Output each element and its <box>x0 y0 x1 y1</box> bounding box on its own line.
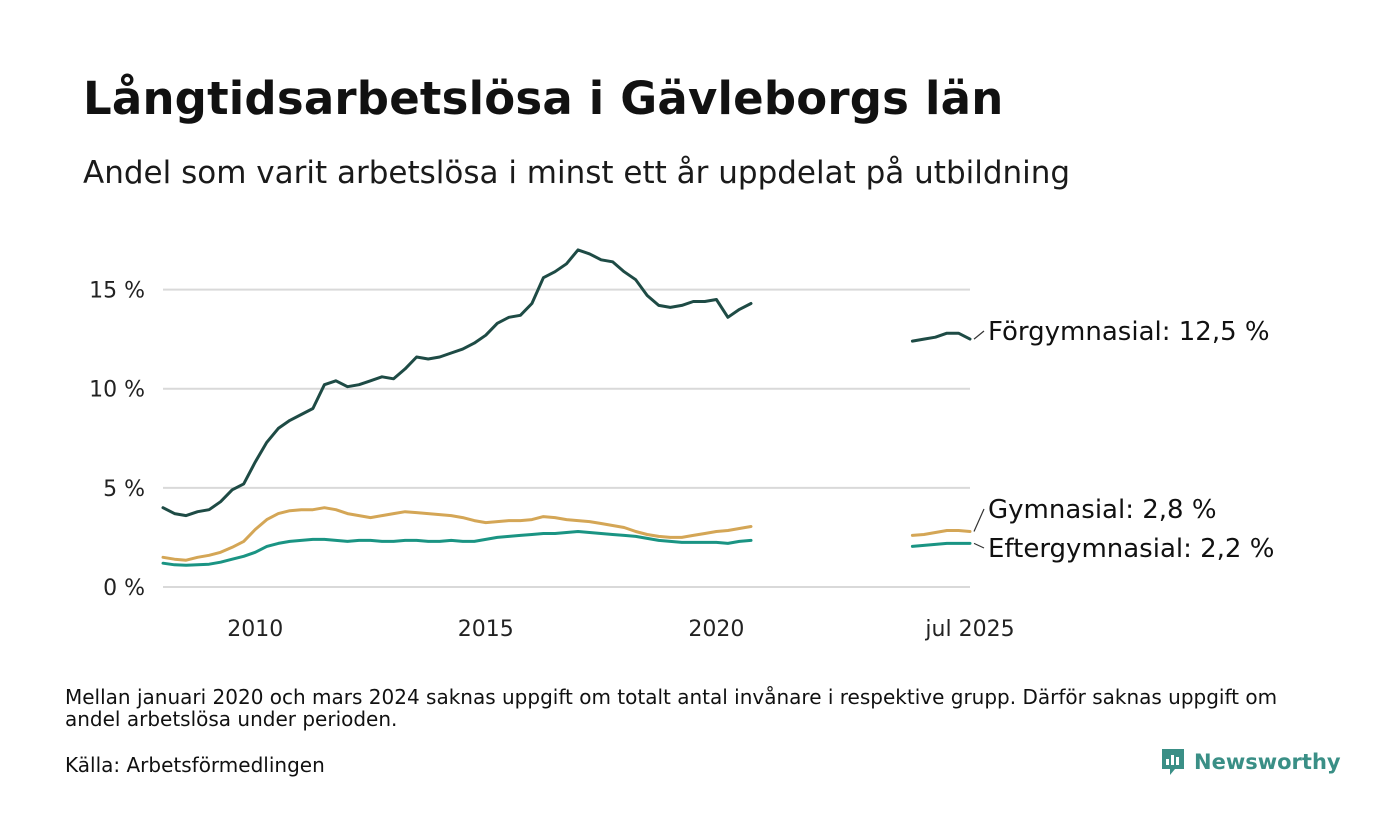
source-text: Källa: Arbetsförmedlingen <box>65 753 325 777</box>
series-line-forgymnasial <box>910 331 972 343</box>
series-line-gymnasial <box>161 506 753 562</box>
x-tick-label: 2010 <box>227 617 283 642</box>
x-axis-ticks: 2010 2015 2020 jul 2025 <box>227 617 1014 642</box>
newsworthy-icon <box>1162 749 1184 775</box>
x-tick-label: 2020 <box>688 617 744 642</box>
line-chart: 0 % 5 % 10 % 15 % 2010 2015 2020 jul 2025 Förg… <box>89 248 1274 642</box>
series-lines <box>161 248 972 567</box>
chart-title: Långtidsarbetslösa i Gävleborgs län <box>83 72 1004 125</box>
series-label-forgymnasial: Förgymnasial: 12,5 % <box>988 317 1270 347</box>
label-connector <box>973 508 985 532</box>
y-axis-ticks: 0 % 5 % 10 % 15 % <box>89 279 145 601</box>
series-line-forgymnasial <box>161 248 753 518</box>
label-connector <box>973 542 985 549</box>
newsworthy-logo[interactable]: Newsworthy <box>1160 747 1341 777</box>
series-line-eftergymnasial <box>161 530 753 567</box>
label-connector <box>973 330 985 340</box>
x-tick-label: 2015 <box>458 617 514 642</box>
footnote: Mellan januari 2020 och mars 2024 saknas… <box>65 685 1278 731</box>
y-tick-label: 0 % <box>103 576 145 601</box>
series-label-eftergymnasial: Eftergymnasial: 2,2 % <box>988 534 1274 564</box>
y-tick-label: 10 % <box>89 378 145 403</box>
y-tick-label: 5 % <box>103 477 145 502</box>
chart-subtitle: Andel som varit arbetslösa i minst ett å… <box>83 155 1071 191</box>
y-tick-label: 15 % <box>89 279 145 304</box>
series-line-eftergymnasial <box>910 541 972 548</box>
gridlines <box>163 288 970 588</box>
brand-name: Newsworthy <box>1194 750 1341 774</box>
series-label-gymnasial: Gymnasial: 2,8 % <box>988 495 1217 525</box>
series-labels: Förgymnasial: 12,5 % Gymnasial: 2,8 % Efte… <box>973 317 1274 564</box>
x-tick-label: jul 2025 <box>924 617 1014 642</box>
series-line-gymnasial <box>910 529 972 537</box>
